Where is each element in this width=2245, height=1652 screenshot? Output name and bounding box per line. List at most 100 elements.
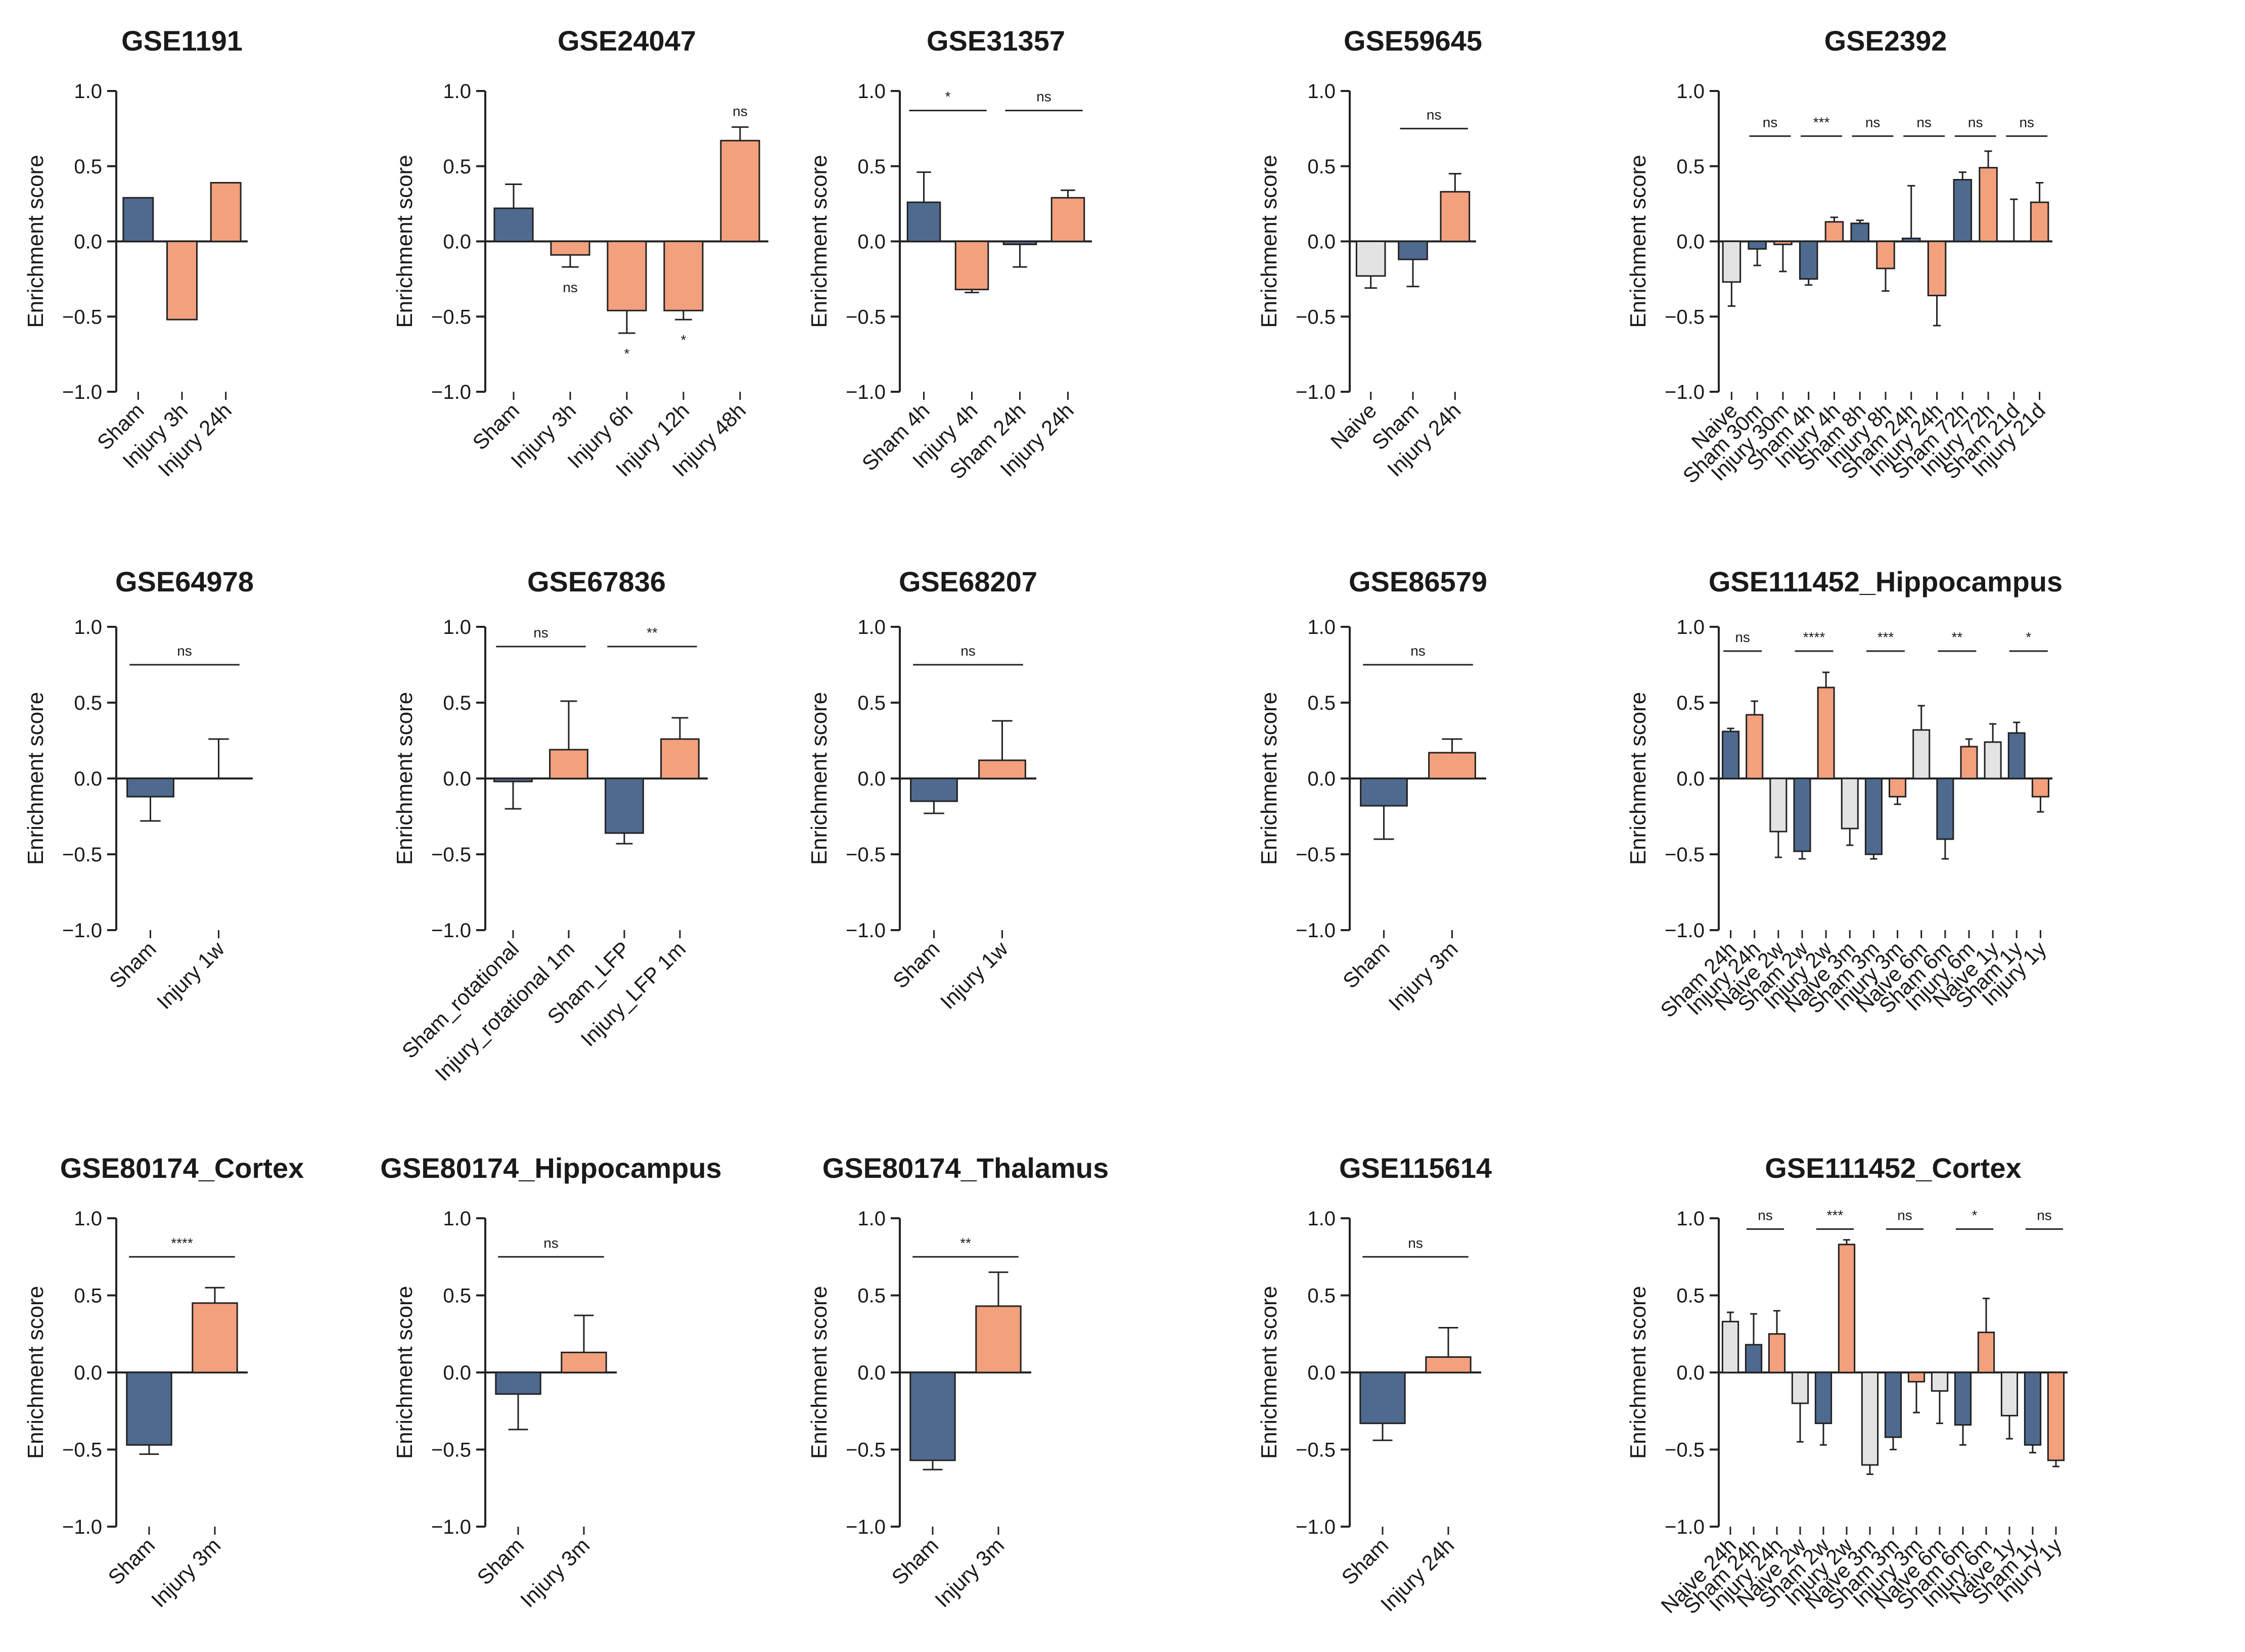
significance-label: ns: [1865, 114, 1881, 130]
bar: [1953, 179, 1973, 242]
y-tick-label: −1.0: [846, 1516, 886, 1538]
bar: [607, 241, 647, 311]
significance-label: ns: [1916, 114, 1932, 130]
significance-label: ns: [1427, 107, 1442, 122]
bar: [549, 749, 588, 779]
bar: [720, 140, 760, 242]
bar: [1927, 241, 1947, 297]
x-tick-label: Injury 3m: [516, 1533, 594, 1612]
significance-label: ns: [1758, 1207, 1773, 1223]
y-tick-label: 0.5: [443, 692, 471, 714]
significance-label: ns: [1763, 114, 1778, 130]
significance-label: ns: [1410, 643, 1426, 659]
bar: [1889, 777, 1907, 798]
significance-label: ns: [2019, 114, 2034, 130]
y-tick-label: −0.5: [1665, 306, 1705, 328]
y-tick-label: 0.5: [1307, 156, 1336, 178]
y-tick-label: −1.0: [431, 920, 471, 942]
y-tick-label: 0.5: [74, 156, 102, 178]
bar: [1824, 221, 1844, 243]
y-tick-label: 0.0: [443, 1362, 471, 1384]
y-axis-label: Enrichment score: [23, 155, 48, 328]
y-tick-label: −0.5: [62, 844, 102, 866]
bar: [1398, 241, 1428, 260]
y-tick-label: −0.5: [846, 306, 886, 328]
y-tick-label: 0.0: [857, 768, 886, 790]
significance-label: *: [2026, 629, 2031, 645]
bar: [1050, 197, 1085, 243]
bar: [660, 738, 700, 779]
significance-label: ns: [543, 1235, 559, 1251]
chart-panel-gse80174_cortex: GSE80174_Cortex Enrichment score 1.0 0.5 0.0…: [23, 1152, 304, 1612]
chart-panel-gse31357: GSE31357 Enrichment score 1.0 0.5 0.0 −1.0 −0.…: [807, 25, 1092, 484]
y-tick-label: −0.5: [62, 1439, 102, 1461]
y-tick-label: 1.0: [1676, 80, 1705, 103]
bar: [1884, 1371, 1902, 1438]
chart-panel-gse115614: GSE115614 Enrichment score 1.0 0.5 0.0 −1.0 −0…: [1257, 1152, 1492, 1616]
x-tick-label: Injury 1w: [936, 937, 1013, 1014]
significance-label: **: [1952, 629, 1963, 645]
bar: [2024, 1371, 2042, 1446]
y-tick-label: 0.5: [74, 692, 102, 714]
y-tick-label: 1.0: [443, 616, 471, 638]
y-tick-label: 0.0: [1676, 1362, 1705, 1384]
bar: [1791, 1371, 1809, 1404]
bar: [126, 1371, 172, 1446]
y-tick-label: 0.5: [1676, 1285, 1705, 1307]
chart-title: GSE2392: [1824, 25, 1947, 57]
significance-label: ns: [1036, 89, 1051, 105]
bar: [1793, 777, 1811, 852]
y-tick-label: −1.0: [846, 920, 886, 942]
y-tick-label: 0.0: [1307, 768, 1336, 790]
y-tick-label: −0.5: [431, 844, 471, 866]
y-axis-label: Enrichment score: [392, 1286, 417, 1459]
bar: [1817, 686, 1835, 779]
y-tick-label: 0.5: [74, 1285, 102, 1307]
chart-panel-gse111452_hippocampus: GSE111452_Hippocampus Enrichment score 1.0…: [1626, 566, 2063, 1022]
bar: [122, 197, 154, 243]
bar: [975, 1305, 1022, 1373]
chart-panel-gse68207: GSE68207 Enrichment score 1.0 0.5 0.0 −1.0 −0.…: [807, 566, 1037, 1014]
y-tick-label: 0.5: [857, 692, 886, 714]
y-tick-label: 0.0: [857, 231, 886, 253]
y-axis-label: Enrichment score: [807, 692, 832, 865]
y-tick-label: 0.0: [74, 1362, 102, 1384]
bar: [1773, 241, 1793, 245]
y-tick-label: −1.0: [1665, 920, 1705, 942]
x-tick-label: Injury 3m: [1384, 937, 1462, 1015]
chart-title: GSE67836: [527, 566, 666, 598]
bar: [1002, 241, 1037, 245]
significance-label: *: [945, 89, 951, 105]
bar: [1799, 241, 1818, 280]
bar: [1876, 241, 1895, 269]
bar: [909, 1371, 956, 1461]
significance-label: ns: [1897, 1207, 1912, 1223]
y-tick-label: 1.0: [857, 1208, 886, 1230]
bar: [192, 1302, 238, 1373]
bar: [1902, 238, 1921, 242]
y-tick-label: −0.5: [1665, 844, 1705, 866]
bar: [605, 777, 644, 834]
significance-label: ***: [1877, 629, 1894, 645]
chart-panel-gse67836: GSE67836 Enrichment score 1.0 0.5 0.0 −1.0 −0.…: [392, 566, 708, 1085]
chart-title: GSE59645: [1344, 25, 1482, 57]
bar: [1428, 752, 1476, 779]
bar: [2047, 1371, 2065, 1461]
significance-label: **: [647, 625, 658, 640]
bar: [978, 759, 1026, 779]
significance-label: *: [1972, 1207, 1978, 1223]
significance-label: *: [681, 332, 686, 348]
chart-panel-gse1191: GSE1191 Enrichment score 1.0 0.5 0.0 −1.0 −0.5…: [23, 25, 248, 481]
y-tick-label: 1.0: [443, 80, 471, 103]
y-axis-label: Enrichment score: [807, 155, 832, 328]
bar: [2000, 1371, 2019, 1416]
y-tick-label: 0.0: [443, 231, 471, 253]
bar: [1912, 729, 1931, 779]
y-tick-label: 1.0: [857, 80, 886, 103]
bar: [1838, 1244, 1856, 1373]
y-tick-label: 0.5: [857, 156, 886, 178]
y-tick-label: 0.5: [857, 1285, 886, 1307]
significance-label: *: [624, 346, 630, 361]
y-tick-label: −1.0: [431, 381, 471, 403]
